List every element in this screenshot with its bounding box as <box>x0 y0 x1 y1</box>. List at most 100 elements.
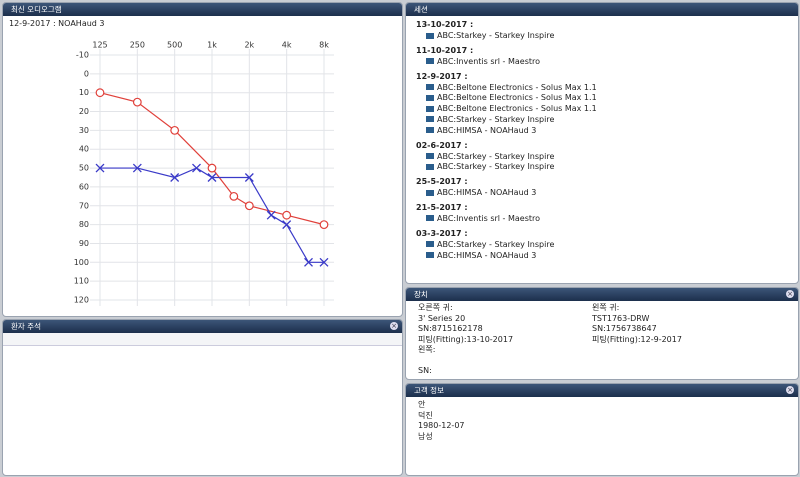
session-item[interactable]: ABC:Inventis srl - Maestro <box>416 214 798 225</box>
x-tick-label: 4k <box>282 41 292 50</box>
module-icon <box>426 32 434 39</box>
session-item[interactable]: ABC:Inventis srl - Maestro <box>416 57 798 68</box>
session-item[interactable]: ABC:Beltone Electronics - Solus Max 1.1 <box>416 83 798 94</box>
marker-stroke <box>95 163 105 173</box>
marker <box>304 257 313 267</box>
session-text: ABC:Starkey - Starkey Inspire <box>437 114 555 124</box>
module-icon <box>426 116 434 123</box>
y-tick-label: -10 <box>76 51 89 60</box>
series-line <box>100 167 324 263</box>
session-group: 03-3-2017 : ABC:Starkey - Starkey Inspire… <box>406 228 798 262</box>
session-text: ABC:HIMSA - NOAHaud 3 <box>437 125 537 135</box>
marker <box>170 125 180 135</box>
session-item[interactable]: ABC:HIMSA - NOAHaud 3 <box>416 126 798 137</box>
x-tick-label: 500 <box>167 41 182 50</box>
session-date: 12-9-2017 : <box>416 71 468 81</box>
module-icon <box>426 94 434 101</box>
session-text: ABC:Beltone Electronics - Solus Max 1.1 <box>437 93 597 103</box>
device-line: SN:1756738647 <box>592 324 657 333</box>
session-group: 13-10-2017 : ABC:Starkey - Starkey Inspir… <box>406 19 798 42</box>
customer-panel: 고객 정보 × 안 덕진 1980-12-07 남성 <box>405 383 799 476</box>
series-line <box>99 92 325 226</box>
session-item[interactable]: ABC:HIMSA - NOAHaud 3 <box>416 251 798 262</box>
marker-stroke <box>282 220 292 230</box>
marker-stroke <box>266 210 276 220</box>
y-tick-label: 20 <box>79 107 89 116</box>
marker <box>132 97 142 107</box>
module-icon <box>426 153 434 160</box>
marker <box>207 163 217 173</box>
session-date: 13-10-2017 : <box>416 20 474 29</box>
session-item[interactable]: ABC:Starkey - Starkey Inspire <box>416 152 798 163</box>
session-group: 02-6-2017 : ABC:Starkey - Starkey Inspire… <box>406 140 798 174</box>
session-item[interactable]: ABC:Beltone Electronics - Solus Max 1.1 <box>416 104 798 115</box>
device-line: 3' Series 20 <box>418 313 466 323</box>
module-icon <box>426 189 434 196</box>
panel-title: 장치 <box>414 290 428 299</box>
marker <box>282 210 292 220</box>
session-date: 03-3-2017 : <box>416 228 468 238</box>
session-item[interactable]: ABC:HIMSA - NOAHaud 3 <box>416 188 798 199</box>
session-text: ABC:Starkey - Starkey Inspire <box>437 31 555 40</box>
marker-stroke <box>244 173 254 182</box>
close-button[interactable]: × <box>786 386 794 394</box>
y-tick-label: 30 <box>79 126 89 135</box>
session-item[interactable]: ABC:Starkey - Starkey Inspire <box>416 31 798 42</box>
panel-header: 최신 오디오그램 <box>3 3 402 16</box>
session-text: ABC:Starkey - Starkey Inspire <box>437 151 555 161</box>
session-item[interactable]: ABC:Starkey - Starkey Inspire <box>416 162 798 173</box>
module-icon <box>426 163 434 170</box>
y-tick-label: 10 <box>79 88 89 97</box>
y-tick-label: 70 <box>79 201 89 210</box>
marker-stroke <box>170 173 180 182</box>
customer-line: 안 <box>418 400 426 409</box>
session-text: ABC:Starkey - Starkey Inspire <box>437 239 555 249</box>
marker-stroke <box>132 163 142 173</box>
session-text: ABC:Inventis srl - Maestro <box>437 56 541 66</box>
session-text: ABC:Beltone Electronics - Solus Max 1.1 <box>437 104 597 114</box>
devices-panel: 장치 × 오른쪽 귀: 3' Series 20 SN:8715162178 피팅(Fi… <box>405 287 799 380</box>
x-tick-label: 250 <box>130 41 145 50</box>
marker <box>207 173 217 182</box>
panel-title: 고객 정보 <box>414 386 444 395</box>
session-list: 13-10-2017 : ABC:Starkey - Starkey Inspir… <box>406 19 798 261</box>
marker <box>319 220 329 230</box>
module-icon <box>426 105 434 112</box>
marker-stroke <box>304 257 313 267</box>
marker <box>244 173 254 182</box>
y-tick-label: 50 <box>79 164 89 173</box>
panel-header: 장치 × <box>406 288 798 301</box>
sessions-panel: 세션 13-10-2017 : ABC:Starkey - Starkey Ins… <box>405 2 799 284</box>
panel-title: 환자 주석 <box>11 322 41 331</box>
device-line: TST1763-DRW <box>592 313 650 323</box>
session-item[interactable]: ABC:Starkey - Starkey Inspire <box>416 240 798 251</box>
session-item[interactable]: ABC:Beltone Electronics - Solus Max 1.1 <box>416 93 798 104</box>
marker <box>244 201 254 211</box>
customer-line: 남성 <box>418 431 433 441</box>
session-item[interactable]: ABC:Starkey - Starkey Inspire <box>416 115 798 126</box>
x-tick-label: 2k <box>244 41 254 50</box>
audiogram-date[interactable]: 12-9-2017 : NOAHaud 3 <box>3 16 402 32</box>
notes-toolbar[interactable] <box>3 333 402 346</box>
audiogram-chart: 125 250 500 1k 2k 4k 8k -10 0 10 20 30 40 50 60 70 80 90 1… <box>74 41 334 306</box>
date-label: 12-9-2017 : NOAHaud 3 <box>9 19 105 28</box>
device-line: 오른쪽 귀: <box>418 303 453 312</box>
customer-info: 안 덕진 1980-12-07 남성 <box>406 397 798 442</box>
marker <box>319 257 329 267</box>
marker <box>132 163 142 173</box>
marker <box>192 163 201 173</box>
module-icon <box>426 58 434 65</box>
customer-line: 덕진 <box>418 410 433 420</box>
y-tick-label: 90 <box>79 239 89 248</box>
marker <box>95 163 105 173</box>
close-button[interactable]: × <box>390 322 398 330</box>
module-icon <box>426 84 434 91</box>
panel-header: 고객 정보 × <box>406 384 798 397</box>
right-ear: 오른쪽 귀: 3' Series 20 SN:8715162178 피팅(Fittin… <box>418 303 513 377</box>
y-tick-label: 120 <box>74 296 89 305</box>
notes-panel: 환자 주석 × <box>2 319 403 476</box>
panel-header: 세션 <box>406 3 798 16</box>
customer-line: 1980-12-07 <box>418 421 465 430</box>
close-button[interactable]: × <box>786 290 794 298</box>
